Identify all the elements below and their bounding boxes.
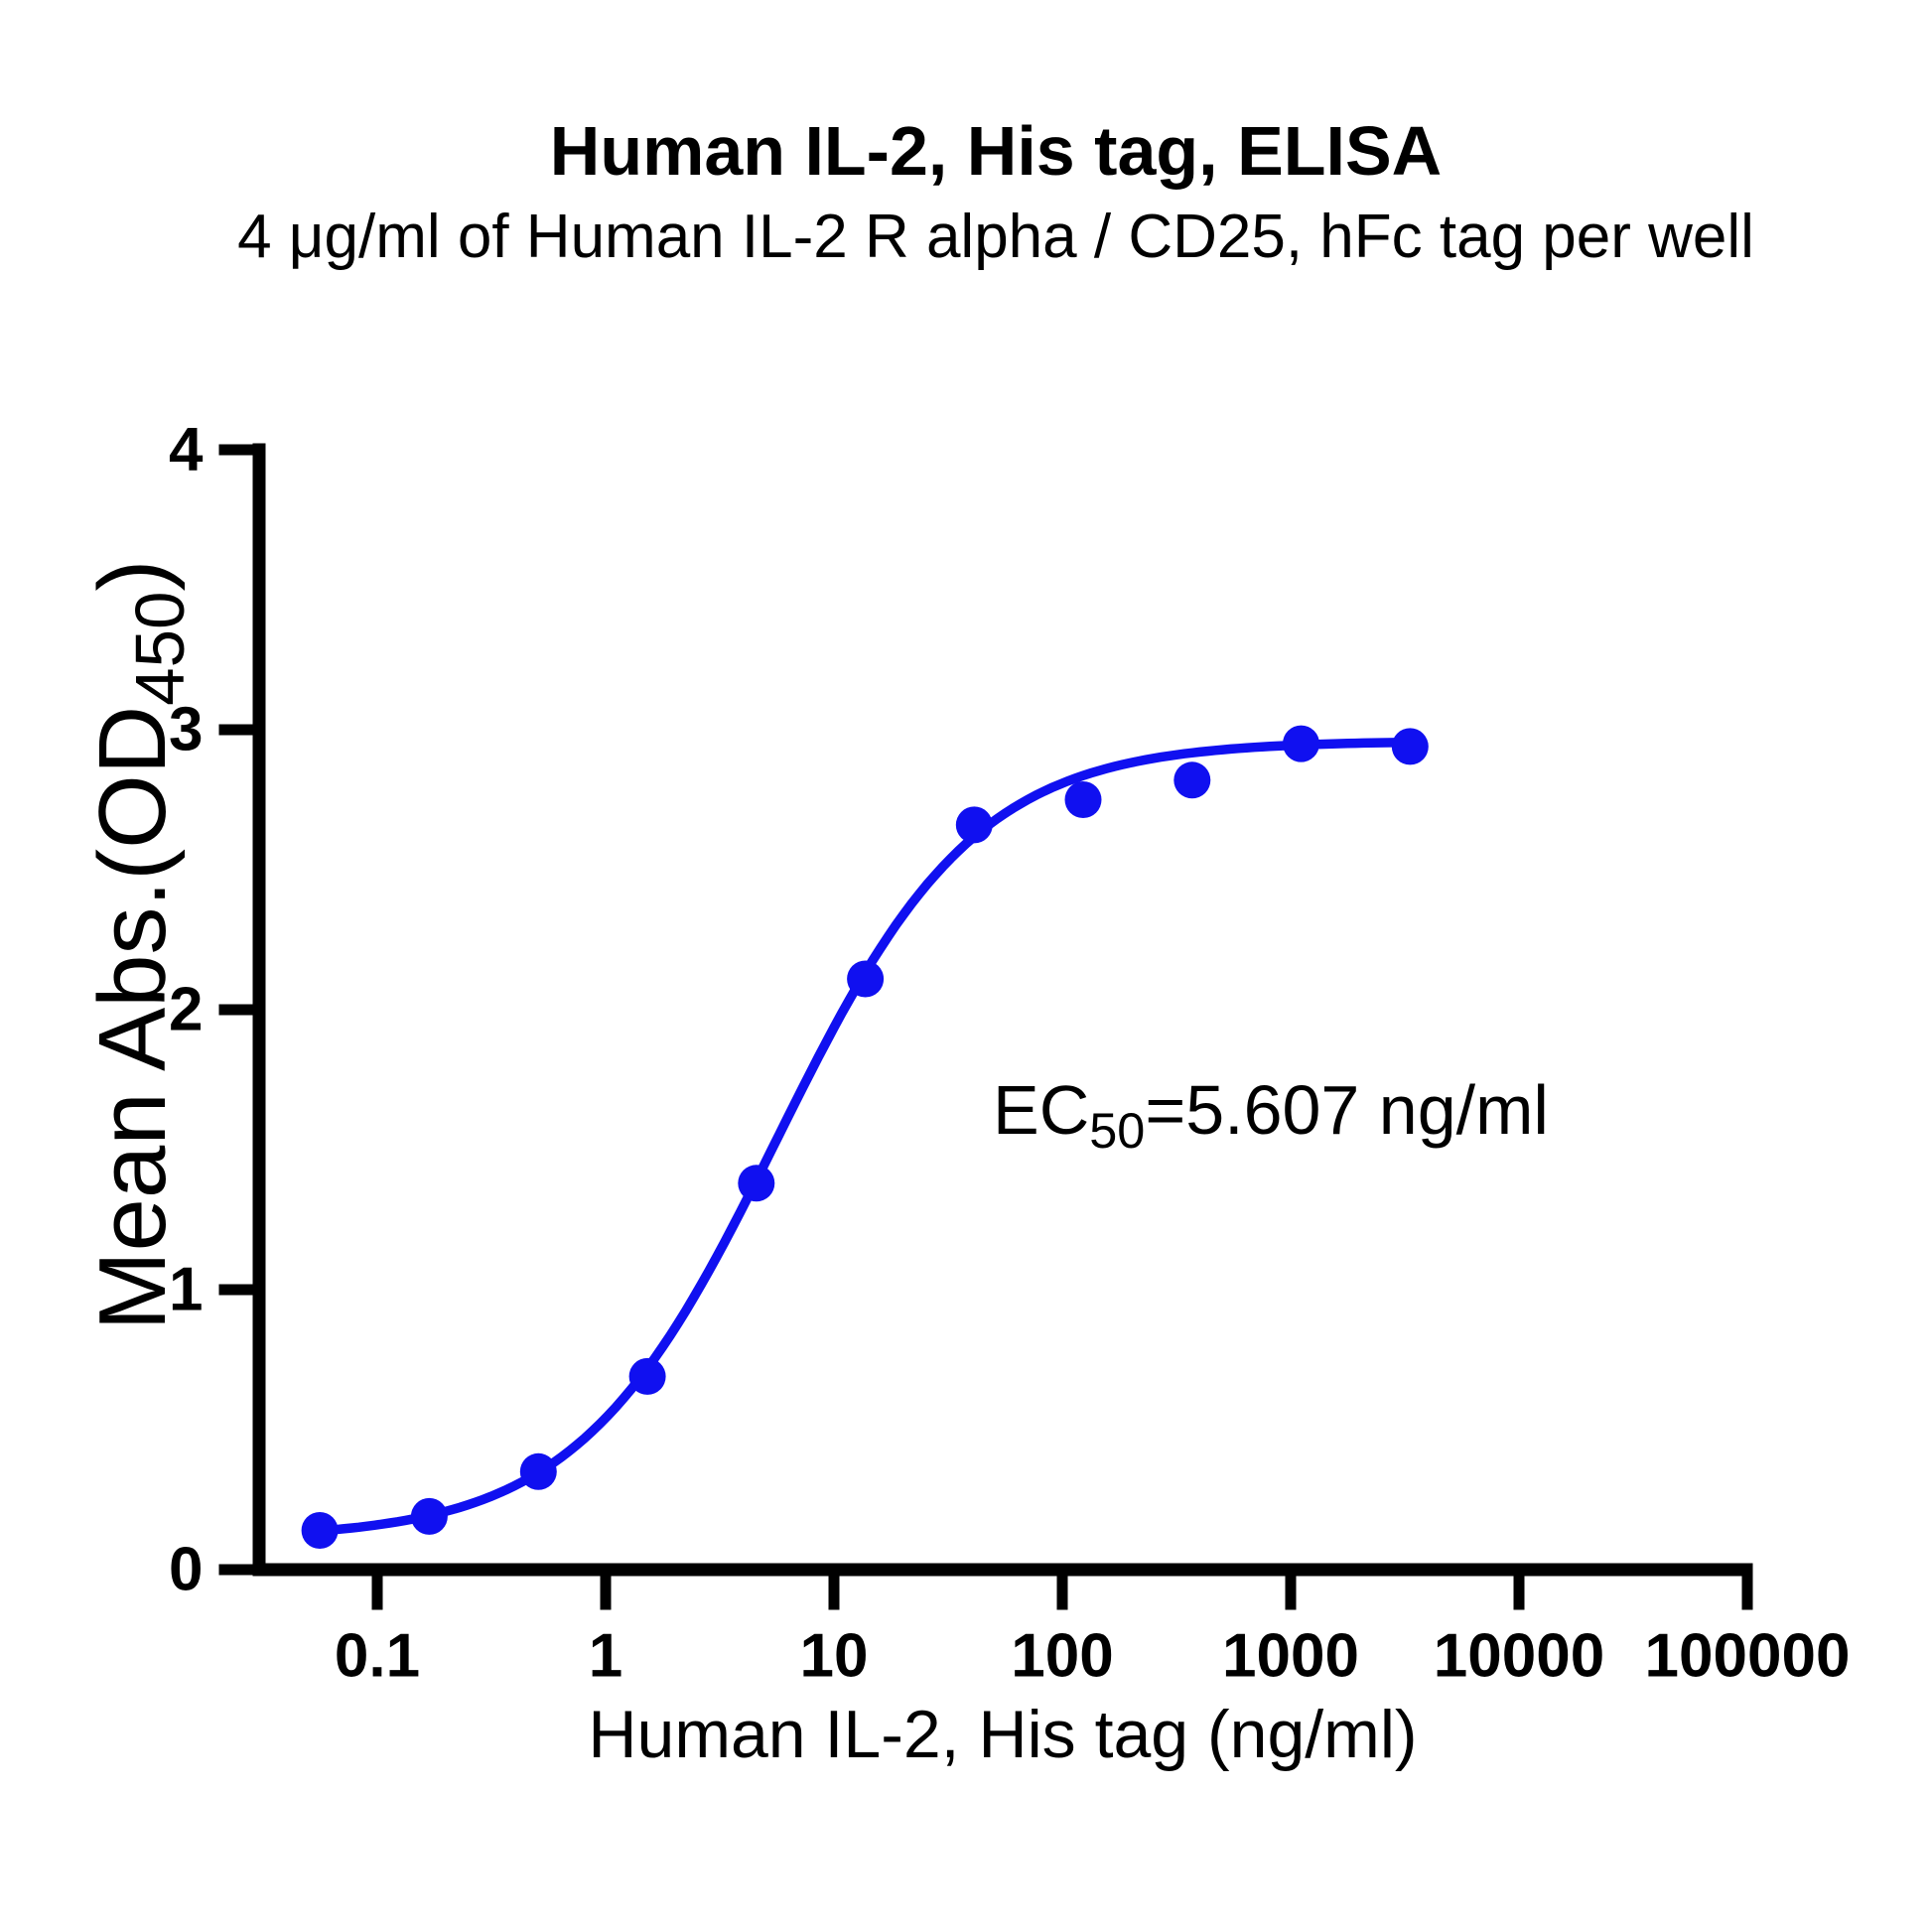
data-point bbox=[301, 1512, 339, 1549]
y-axis-title-sub: 450 bbox=[121, 591, 200, 706]
ec50-annotation-pre: EC bbox=[993, 1071, 1090, 1149]
data-point bbox=[955, 806, 993, 844]
x-tick-label: 1000 bbox=[1222, 1622, 1359, 1691]
y-tick-label: 3 bbox=[169, 696, 203, 764]
data-point bbox=[410, 1497, 448, 1535]
data-point bbox=[519, 1452, 557, 1490]
x-tick-label: 100 bbox=[1011, 1622, 1113, 1691]
y-tick-label: 4 bbox=[169, 416, 204, 484]
data-point bbox=[1391, 728, 1429, 765]
x-tick-label: 10000 bbox=[1434, 1622, 1604, 1691]
chart-subtitle: 4 μg/ml of Human IL-2 R alpha / CD25, hF… bbox=[237, 202, 1754, 271]
data-point bbox=[1064, 781, 1102, 818]
y-axis-title: Mean Abs.(OD450) bbox=[78, 560, 200, 1331]
ec50-annotation-sub: 50 bbox=[1089, 1102, 1146, 1160]
y-tick-label: 0 bbox=[169, 1536, 203, 1604]
data-point bbox=[738, 1165, 775, 1202]
data-point bbox=[847, 960, 885, 998]
data-point bbox=[1283, 725, 1319, 762]
x-tick-label: 10 bbox=[800, 1622, 869, 1691]
ec50-annotation: EC50=5.607 ng/ml bbox=[993, 1070, 1549, 1160]
ec50-annotation-value: =5.607 ng/ml bbox=[1145, 1071, 1549, 1149]
chart-header: Human IL-2, His tag, ELISA 4 μg/ml of Hu… bbox=[60, 112, 1932, 271]
x-tick-label: 100000 bbox=[1645, 1622, 1851, 1691]
y-axis-title-post: ) bbox=[78, 559, 186, 592]
y-axis-title-pre: Mean Abs.(OD bbox=[78, 705, 186, 1331]
y-tick-label: 2 bbox=[169, 976, 203, 1044]
chart-title: Human IL-2, His tag, ELISA bbox=[549, 112, 1443, 190]
data-point bbox=[628, 1357, 666, 1395]
x-tick-label: 0.1 bbox=[335, 1622, 420, 1691]
y-tick-label: 1 bbox=[169, 1256, 203, 1324]
axis-spine bbox=[252, 443, 1753, 1577]
x-tick-label: 1 bbox=[589, 1622, 622, 1691]
x-axis-title: Human IL-2, His tag (ng/ml) bbox=[588, 1697, 1418, 1772]
data-point bbox=[1173, 761, 1211, 799]
